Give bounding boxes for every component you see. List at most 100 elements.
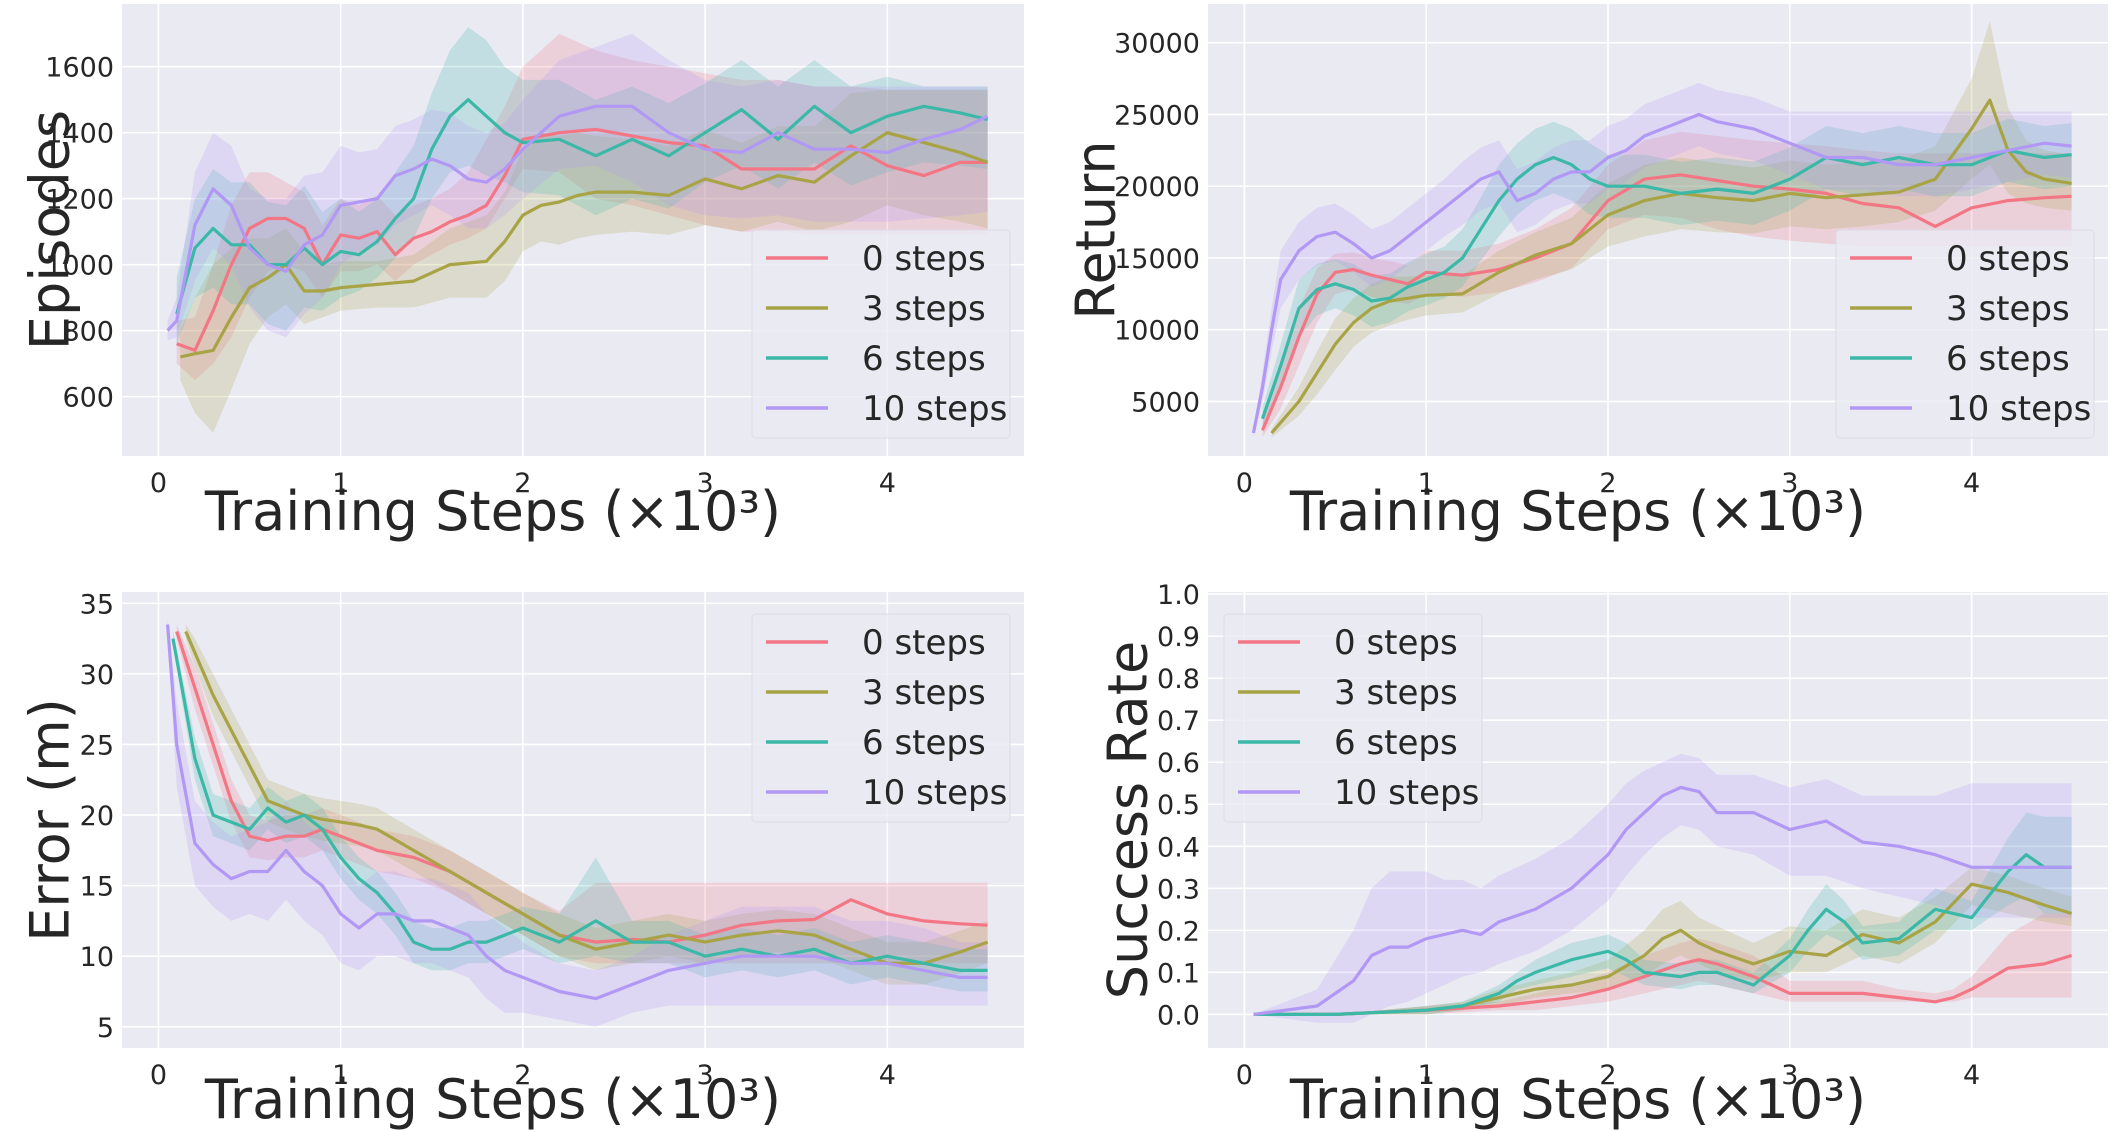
legend-box	[1835, 229, 2095, 439]
legend-label: 10 steps	[1946, 389, 2091, 429]
y-tick-label: 30	[80, 660, 114, 691]
y-tick-label: 5000	[1131, 387, 1200, 418]
series-10-steps	[1253, 753, 2072, 1023]
y-tick-label: 10000	[1114, 316, 1200, 347]
x-axis-label: Training Steps (×10³)	[204, 1068, 781, 1131]
y-axis-label: Episodes	[19, 110, 82, 350]
x-tick-label: 0	[150, 468, 167, 499]
y-tick-label: 0.5	[1157, 790, 1200, 821]
y-axis-label: Success Rate	[1097, 641, 1160, 999]
x-tick-label: 1	[1418, 468, 1435, 499]
series-line	[184, 630, 989, 965]
series-0-steps	[176, 624, 988, 964]
x-tick-label: 3	[1781, 468, 1798, 499]
x-tick-label: 0	[1236, 1060, 1253, 1091]
x-axis-label: Training Steps (×10³)	[1289, 480, 1866, 543]
legend-label: 0 steps	[1334, 623, 1458, 663]
x-tick-label: 3	[697, 1060, 714, 1091]
y-tick-label: 800	[62, 317, 114, 348]
y-tick-label: 1400	[45, 119, 114, 150]
series-line	[1251, 112, 2072, 434]
x-tick-label: 4	[1963, 1060, 1980, 1091]
confidence-band	[1271, 21, 2072, 438]
y-tick-label: 1200	[45, 185, 114, 216]
series-line	[1260, 148, 2072, 420]
y-tick-label: 0.8	[1157, 664, 1200, 695]
legend-label: 0 steps	[862, 623, 986, 663]
series-10-steps	[167, 617, 988, 1027]
y-tick-label: 30000	[1114, 29, 1200, 60]
confidence-band	[1253, 913, 2072, 1015]
series-10-steps	[1253, 82, 2072, 438]
x-tick-label: 0	[1236, 468, 1253, 499]
y-tick-label: 0.6	[1157, 748, 1200, 779]
legend-box	[751, 229, 1011, 439]
series-line	[166, 624, 988, 1001]
y-tick-label: 0.3	[1157, 874, 1200, 905]
series-line	[179, 131, 989, 359]
y-tick-label: 1600	[45, 53, 114, 84]
y-tick-label: 20000	[1114, 172, 1200, 203]
series-3-steps	[1271, 21, 2072, 438]
legend-label: 10 steps	[862, 773, 1007, 813]
x-tick-label: 2	[514, 1060, 531, 1091]
x-tick-label: 2	[1599, 468, 1616, 499]
series-3-steps	[1253, 867, 2072, 1015]
legend-label: 3 steps	[862, 289, 986, 329]
legend-label: 10 steps	[862, 389, 1007, 429]
series-0-steps	[1253, 913, 2072, 1015]
series-0-steps	[176, 33, 988, 381]
legend-label: 6 steps	[862, 723, 986, 763]
series-3-steps	[185, 624, 988, 985]
subplot-4: 0 1 2 3 4 0.0 0.1 0.2 0.3 0.4 0.5 0.6 0.7 0.8 0.9 1.0 Tr…	[1097, 580, 2108, 1131]
x-tick-label: 1	[1418, 1060, 1435, 1091]
x-tick-label: 0	[150, 1060, 167, 1091]
x-axis-label: Training Steps (×10³)	[204, 480, 781, 543]
series-line	[175, 98, 988, 315]
x-axis-label: Training Steps (×10³)	[1289, 1068, 1866, 1131]
y-tick-label: 25	[80, 730, 114, 761]
subplot-1: 0 1 2 3 4 600 800 1000 1200 1400 1600 Training Step…	[19, 4, 1024, 543]
series-line	[166, 104, 989, 332]
series-line	[1253, 853, 2072, 1016]
series-line	[171, 638, 988, 972]
legend-box	[1223, 613, 1483, 823]
subplot-3: 0 1 2 3 4 5 10 15 20 25 30 35 Training Steps (×10³) E…	[19, 589, 1024, 1131]
legend: 0 steps 3 steps 6 steps 10 steps	[1223, 613, 1483, 823]
y-tick-label: 0.9	[1157, 622, 1200, 653]
y-tick-label: 0.4	[1157, 832, 1200, 863]
y-tick-label: 0.1	[1157, 958, 1200, 989]
y-tick-label: 10	[80, 942, 114, 973]
series-line	[1270, 98, 2072, 435]
y-tick-label: 35	[80, 589, 114, 620]
x-tick-label: 3	[1781, 1060, 1798, 1091]
legend-label: 6 steps	[1946, 339, 2070, 379]
legend: 0 steps 3 steps 6 steps 10 steps	[751, 613, 1011, 823]
legend-label: 10 steps	[1334, 773, 1479, 813]
x-tick-label: 3	[697, 468, 714, 499]
x-tick-label: 1	[332, 1060, 349, 1091]
legend: 0 steps 3 steps 6 steps 10 steps	[751, 229, 1011, 439]
series-line	[1253, 882, 2073, 1016]
series-line	[1253, 953, 2073, 1016]
series-0-steps	[1262, 131, 2072, 438]
legend-label: 6 steps	[1334, 723, 1458, 763]
y-axis-label: Return	[1065, 140, 1128, 319]
y-axis-label: Error (m)	[19, 698, 82, 942]
x-tick-label: 4	[879, 468, 896, 499]
confidence-band	[176, 33, 988, 381]
confidence-band	[185, 624, 988, 985]
confidence-band	[167, 617, 988, 1027]
confidence-band	[1253, 82, 2072, 438]
legend-label: 0 steps	[862, 239, 986, 279]
series-6-steps	[173, 631, 988, 992]
y-tick-label: 1000	[45, 251, 114, 282]
y-tick-label: 0.0	[1157, 1000, 1200, 1031]
subplot-2: 0 1 2 3 4 5000 10000 15000 20000 25000 30000 Traini…	[1065, 4, 2108, 543]
y-tick-label: 15000	[1114, 244, 1200, 275]
confidence-band	[176, 624, 988, 964]
y-tick-label: 0.2	[1157, 916, 1200, 947]
confidence-band	[1253, 867, 2072, 1015]
x-tick-label: 4	[879, 1060, 896, 1091]
